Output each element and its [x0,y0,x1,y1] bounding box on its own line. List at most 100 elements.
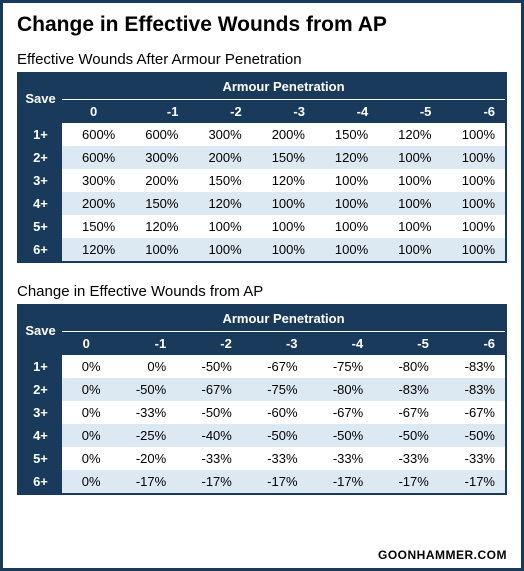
cell: 150% [252,146,315,169]
row-save-header: 3+ [18,401,62,424]
page-container: Change in Effective Wounds from AP Effec… [0,0,524,571]
cell: -33% [242,447,308,470]
cell: -50% [439,424,506,447]
cell: -40% [176,424,242,447]
table1-col-1: -1 [125,100,188,124]
table1: Save Armour Penetration 0 -1 -2 -3 -4 -5… [17,72,507,263]
cell: 0% [62,470,111,494]
table1-title: Effective Wounds After Armour Penetratio… [17,51,507,68]
table-row: 1+600%600%300%200%150%120%100% [18,123,506,146]
cell: 0% [62,355,111,378]
table1-col-3: -3 [252,100,315,124]
page-title: Change in Effective Wounds from AP [17,13,507,37]
cell: -75% [242,378,308,401]
cell: -50% [308,424,374,447]
table-row: 3+300%200%150%120%100%100%100% [18,169,506,192]
cell: -67% [242,355,308,378]
row-save-header: 2+ [18,146,62,169]
table2-col-2: -2 [176,332,242,356]
cell: -67% [308,401,374,424]
cell: -17% [176,470,242,494]
cell: -75% [308,355,374,378]
cell: -50% [176,401,242,424]
cell: 200% [188,146,251,169]
cell: 100% [441,215,506,238]
cell: -33% [308,447,374,470]
cell: -80% [373,355,439,378]
cell: 150% [315,123,378,146]
footer-credit: GOONHAMMER.COM [378,548,507,562]
cell: 100% [252,238,315,262]
table2-ap-header: Armour Penetration [62,305,506,332]
cell: 300% [62,169,125,192]
cell: -17% [373,470,439,494]
row-save-header: 2+ [18,378,62,401]
table-row: 1+0%0%-50%-67%-75%-80%-83% [18,355,506,378]
cell: 0% [62,424,111,447]
row-save-header: 6+ [18,470,62,494]
cell: 600% [125,123,188,146]
cell: -33% [176,447,242,470]
cell: 120% [125,215,188,238]
cell: 100% [441,192,506,215]
row-save-header: 6+ [18,238,62,262]
row-save-header: 4+ [18,424,62,447]
table2-title: Change in Effective Wounds from AP [17,283,507,300]
cell: 600% [62,123,125,146]
cell: 120% [315,146,378,169]
cell: 150% [125,192,188,215]
cell: -50% [242,424,308,447]
cell: -17% [439,470,506,494]
cell: 100% [188,215,251,238]
table2-col-0: 0 [62,332,111,356]
table-row: 4+0%-25%-40%-50%-50%-50%-50% [18,424,506,447]
cell: -17% [242,470,308,494]
cell: 150% [188,169,251,192]
cell: 120% [188,192,251,215]
cell: -83% [373,378,439,401]
table-row: 6+120%100%100%100%100%100%100% [18,238,506,262]
table-row: 5+0%-20%-33%-33%-33%-33%-33% [18,447,506,470]
cell: 120% [378,123,441,146]
cell: -25% [111,424,177,447]
cell: -83% [439,378,506,401]
table1-col-4: -4 [315,100,378,124]
cell: -50% [373,424,439,447]
table1-col-0: 0 [62,100,125,124]
table1-col-row: 0 -1 -2 -3 -4 -5 -6 [18,100,506,124]
cell: 0% [62,401,111,424]
cell: 120% [62,238,125,262]
table-row: 2+0%-50%-67%-75%-80%-83%-83% [18,378,506,401]
cell: 100% [188,238,251,262]
cell: 150% [62,215,125,238]
table1-body: 1+600%600%300%200%150%120%100%2+600%300%… [18,123,506,262]
table-row: 2+600%300%200%150%120%100%100% [18,146,506,169]
table-row: 4+200%150%120%100%100%100%100% [18,192,506,215]
table2-col-4: -4 [308,332,374,356]
cell: 0% [62,378,111,401]
table1-ap-header: Armour Penetration [62,73,506,100]
table1-save-header: Save [18,73,62,123]
table2-col-5: -5 [373,332,439,356]
cell: 100% [378,169,441,192]
cell: 120% [252,169,315,192]
cell: 100% [378,238,441,262]
table-row: 6+0%-17%-17%-17%-17%-17%-17% [18,470,506,494]
table-row: 3+0%-33%-50%-60%-67%-67%-67% [18,401,506,424]
table1-col-5: -5 [378,100,441,124]
cell: 100% [441,238,506,262]
cell: 100% [315,215,378,238]
table-row: 5+150%120%100%100%100%100%100% [18,215,506,238]
cell: 100% [378,146,441,169]
cell: -60% [242,401,308,424]
cell: -67% [439,401,506,424]
cell: 200% [252,123,315,146]
table2-col-3: -3 [242,332,308,356]
cell: -33% [439,447,506,470]
row-save-header: 5+ [18,447,62,470]
cell: 200% [62,192,125,215]
table2-body: 1+0%0%-50%-67%-75%-80%-83%2+0%-50%-67%-7… [18,355,506,494]
cell: 100% [441,146,506,169]
cell: -33% [373,447,439,470]
cell: 100% [378,192,441,215]
